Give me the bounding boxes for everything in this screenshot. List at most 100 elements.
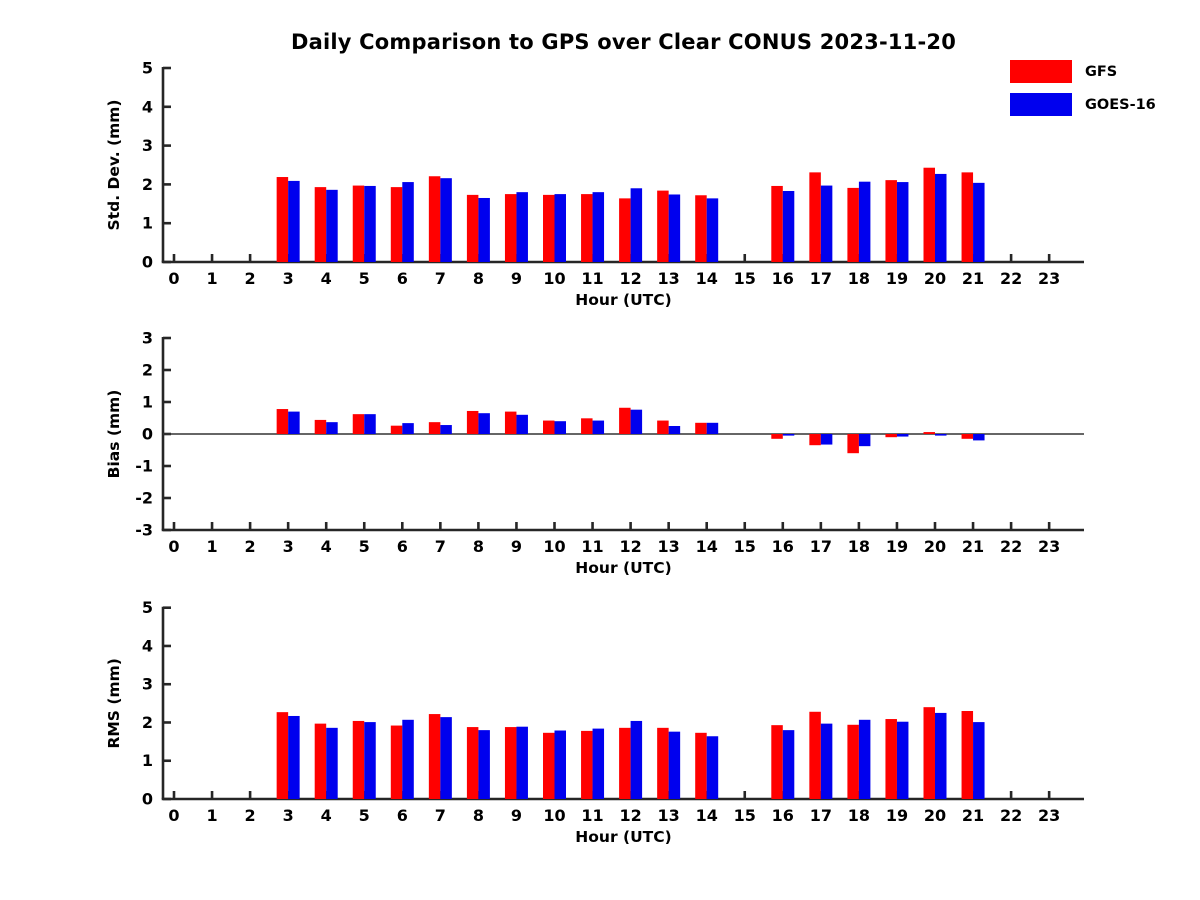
bar-gfs-h20: [923, 707, 935, 799]
y-tick-label: 2: [142, 175, 153, 194]
bar-goes16-h5: [364, 414, 376, 434]
x-tick-label: 20: [924, 806, 946, 825]
bar-goes16-h10: [554, 730, 566, 799]
x-tick-label: 20: [924, 537, 946, 556]
bar-goes16-h14: [706, 422, 719, 434]
x-tick-label: 13: [658, 269, 680, 288]
bar-goes16-h20: [935, 712, 947, 799]
x-tick-label: 9: [511, 269, 522, 288]
bar-goes16-h13: [668, 426, 681, 434]
bar-goes16-h17: [820, 185, 833, 262]
bar-gfs-h13: [657, 420, 669, 434]
x-tick-label: 15: [734, 537, 756, 556]
chart-title: Daily Comparison to GPS over Clear CONUS…: [290, 30, 957, 54]
bar-goes16-h19: [896, 182, 909, 262]
bar-goes16-h10: [554, 194, 566, 262]
bar-goes16-h16: [782, 190, 795, 262]
x-tick-label: 13: [658, 806, 680, 825]
x-tick-label: 6: [397, 806, 408, 825]
x-tick-label: 9: [511, 537, 522, 556]
bar-gfs-h9: [504, 411, 517, 434]
bar-goes16-h16: [782, 730, 795, 799]
bar-goes16-h21: [973, 722, 985, 799]
bar-goes16-h11: [592, 728, 605, 799]
x-tick-label: 0: [168, 806, 179, 825]
bar-gfs-h12: [619, 727, 631, 799]
bar-gfs-h10: [543, 732, 555, 799]
bar-goes16-h13: [668, 194, 681, 262]
y-axis-label-stddev: Std. Dev. (mm): [105, 100, 123, 231]
x-tick-label: 8: [473, 269, 484, 288]
x-tick-label: 2: [245, 537, 256, 556]
x-tick-label: 7: [435, 537, 446, 556]
bar-goes16-h12: [630, 409, 643, 434]
x-tick-label: 19: [886, 269, 908, 288]
bar-goes16-h19: [896, 434, 909, 437]
y-tick-label: 2: [142, 713, 153, 732]
x-tick-label: 17: [810, 269, 832, 288]
y-tick-label: 4: [142, 636, 153, 655]
bar-goes16-h5: [364, 185, 376, 262]
bar-gfs-h4: [314, 187, 327, 262]
bar-goes16-h11: [592, 192, 605, 262]
bar-gfs-h12: [619, 407, 631, 434]
bar-goes16-h3: [288, 180, 300, 262]
x-tick-label: 17: [810, 537, 832, 556]
bar-goes16-h3: [288, 411, 300, 434]
bar-goes16-h9: [516, 192, 528, 262]
bar-gfs-h18: [847, 187, 859, 262]
x-tick-label: 11: [581, 537, 603, 556]
y-tick-label: 5: [142, 59, 153, 78]
bar-gfs-h8: [466, 410, 479, 434]
x-tick-label: 22: [1000, 269, 1022, 288]
y-tick-label: 0: [142, 790, 153, 809]
x-tick-label: 3: [283, 537, 294, 556]
x-tick-label: 10: [543, 269, 565, 288]
x-tick-label: 4: [321, 269, 332, 288]
x-tick-label: 5: [359, 537, 370, 556]
bar-goes16-h21: [973, 434, 985, 441]
x-tick-label: 16: [772, 269, 794, 288]
y-tick-label: 1: [142, 393, 153, 412]
legend: GFS GOES-16: [1010, 60, 1195, 126]
bar-gfs-h14: [695, 422, 707, 434]
x-tick-label: 9: [511, 806, 522, 825]
bar-goes16-h17: [820, 723, 833, 799]
y-tick-label: 0: [142, 425, 153, 444]
x-tick-label: 17: [810, 806, 832, 825]
y-tick-label: -2: [135, 489, 153, 508]
bar-gfs-h21: [961, 434, 974, 439]
x-tick-label: 10: [543, 806, 565, 825]
bar-gfs-h12: [619, 198, 631, 262]
bar-gfs-h21: [961, 172, 974, 262]
x-tick-label: 14: [696, 269, 718, 288]
x-tick-label: 8: [473, 537, 484, 556]
x-tick-label: 2: [245, 269, 256, 288]
x-tick-label: 2: [245, 806, 256, 825]
x-tick-label: 10: [543, 537, 565, 556]
bar-goes16-h7: [440, 717, 452, 799]
bar-gfs-h3: [276, 177, 289, 262]
x-tick-label: 20: [924, 269, 946, 288]
y-axis-label-rms: RMS (mm): [105, 658, 123, 748]
bar-goes16-h8: [478, 413, 490, 434]
x-tick-label: 12: [619, 806, 641, 825]
x-tick-label: 14: [696, 806, 718, 825]
y-tick-label: 2: [142, 361, 153, 380]
bar-goes16-h20: [935, 434, 947, 436]
bar-gfs-h11: [581, 730, 593, 799]
bar-gfs-h17: [809, 434, 821, 446]
bar-goes16-h4: [326, 189, 338, 262]
bar-goes16-h14: [706, 736, 719, 799]
bar-goes16-h18: [858, 181, 871, 262]
bar-goes16-h9: [516, 414, 528, 434]
bar-gfs-h6: [390, 725, 403, 799]
bar-gfs-h14: [695, 732, 707, 799]
y-tick-label: 5: [142, 598, 153, 617]
bar-gfs-h5: [352, 185, 365, 262]
legend-swatch-goes16: [1010, 93, 1072, 116]
bar-gfs-h3: [276, 409, 289, 434]
x-tick-label: 16: [772, 537, 794, 556]
bar-goes16-h18: [858, 434, 871, 447]
